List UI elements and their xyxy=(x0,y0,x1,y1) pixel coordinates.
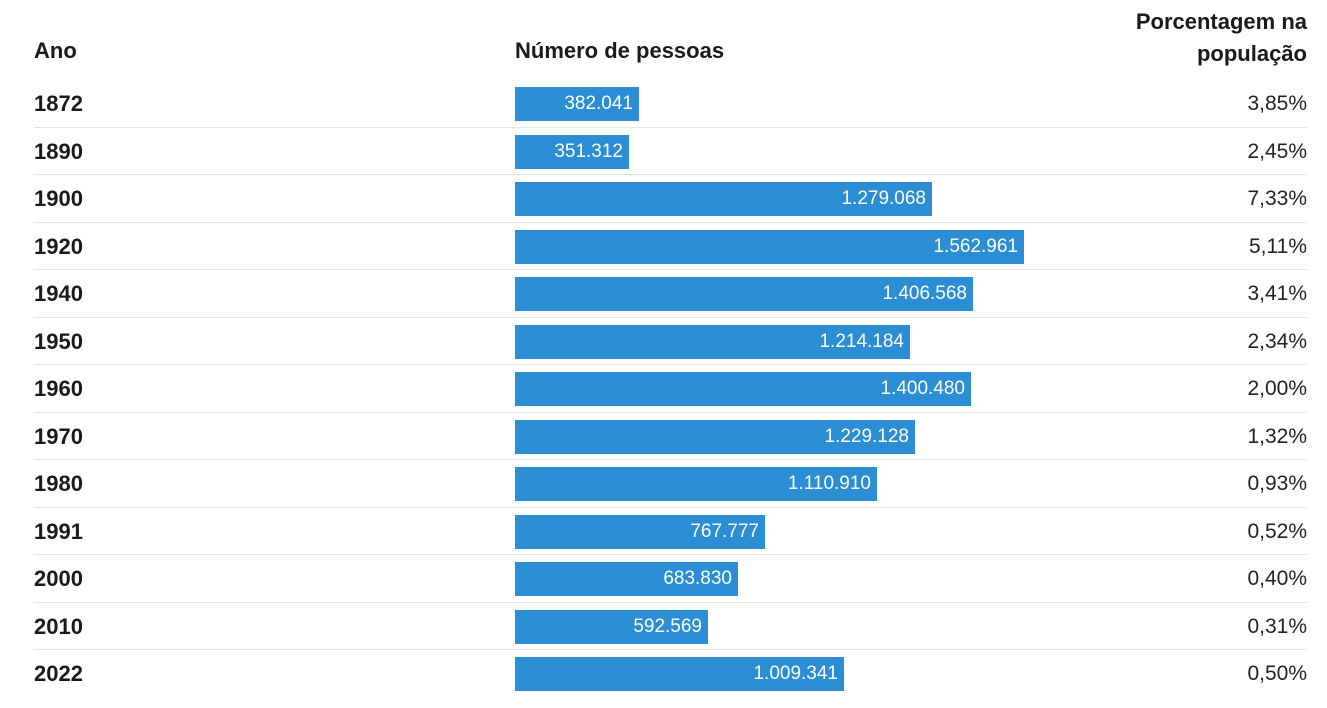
table-row: 2010 592.569 0,31% xyxy=(0,603,1327,650)
bar: 351.312 xyxy=(515,134,629,169)
bar-value-label: 1.214.184 xyxy=(819,330,904,352)
bar: 382.041 xyxy=(515,87,639,121)
row-divider xyxy=(34,506,1307,508)
percentage-value: 2,00% xyxy=(1247,377,1307,400)
row-divider xyxy=(34,554,1307,555)
row-divider xyxy=(34,364,1307,365)
year-label: 1980 xyxy=(34,471,83,496)
table-row: 1920 1.562.961 5,11% xyxy=(0,223,1327,270)
bar-value-label: 1.229.128 xyxy=(824,425,909,447)
bar-value-label: 382.041 xyxy=(564,93,633,114)
bar-value-label: 1.009.341 xyxy=(753,663,838,684)
percentage-value: 2,34% xyxy=(1247,329,1307,353)
percentage-value: 0,31% xyxy=(1247,614,1307,638)
bar-value-label: 592.569 xyxy=(633,615,702,637)
bar-value-label: 351.312 xyxy=(554,140,623,162)
year-label: 2022 xyxy=(34,661,83,686)
percentage-value: 2,45% xyxy=(1247,139,1307,163)
column-header-percentage: Porcentagem na população xyxy=(1047,6,1307,70)
year-label: 1970 xyxy=(34,423,83,449)
bar: 767.777 xyxy=(515,514,765,549)
table-row: 1940 1.406.568 3,41% xyxy=(0,270,1327,318)
year-label: 1991 xyxy=(34,518,83,544)
table-row: 1890 351.312 2,45% xyxy=(0,128,1327,175)
percentage-value: 0,93% xyxy=(1247,472,1307,495)
column-header-percentage-line1: Porcentagem na xyxy=(1135,9,1307,34)
bar-value-label: 1.279.068 xyxy=(841,188,926,209)
bar: 1.214.184 xyxy=(515,324,910,359)
year-label: 1872 xyxy=(34,91,83,116)
percentage-value: 5,11% xyxy=(1249,234,1307,258)
bar: 1.009.341 xyxy=(515,657,844,691)
table-row: 1970 1.229.128 1,32% xyxy=(0,413,1327,460)
table-row: 1900 1.279.068 7,33% xyxy=(0,175,1327,223)
bar: 1.229.128 xyxy=(515,419,915,454)
bar-value-label: 1.562.961 xyxy=(933,235,1018,257)
bar: 592.569 xyxy=(515,609,708,644)
year-label: 1960 xyxy=(34,376,83,401)
bar: 683.830 xyxy=(515,562,738,596)
percentage-value: 7,33% xyxy=(1247,187,1307,210)
bar: 1.110.910 xyxy=(515,467,877,501)
year-label: 1890 xyxy=(34,138,83,164)
bar: 1.400.480 xyxy=(515,372,971,406)
year-label: 1950 xyxy=(34,328,83,354)
table-row: 1960 1.400.480 2,00% xyxy=(0,365,1327,413)
bar-value-label: 1.110.910 xyxy=(787,473,871,494)
year-label: 1900 xyxy=(34,186,83,211)
bar-value-label: 1.406.568 xyxy=(882,283,967,304)
table-row: 2000 683.830 0,40% xyxy=(0,555,1327,603)
table-row: 2022 1.009.341 0,50% xyxy=(0,650,1327,698)
percentage-value: 3,85% xyxy=(1247,92,1307,115)
percentage-value: 0,40% xyxy=(1247,567,1307,590)
row-divider xyxy=(34,601,1307,603)
table-row: 1991 767.777 0,52% xyxy=(0,508,1327,555)
column-header-percentage-line2: população xyxy=(1196,41,1307,66)
year-label: 2000 xyxy=(34,566,83,591)
table-row: 1980 1.110.910 0,93% xyxy=(0,460,1327,508)
bar-value-label: 767.777 xyxy=(690,520,759,542)
row-divider xyxy=(34,126,1307,128)
year-label: 1940 xyxy=(34,281,83,306)
table-row: 1872 382.041 3,85% xyxy=(0,80,1327,128)
column-header-count: Número de pessoas xyxy=(515,38,725,63)
table-row: 1950 1.214.184 2,34% xyxy=(0,318,1327,365)
table-header: Ano Número de pessoas Porcentagem na pop… xyxy=(0,0,1327,80)
row-divider xyxy=(34,459,1307,460)
row-divider xyxy=(34,269,1307,270)
row-divider xyxy=(34,649,1307,650)
bar-value-label: 1.400.480 xyxy=(880,378,965,399)
row-divider xyxy=(34,411,1307,413)
bar: 1.406.568 xyxy=(515,277,973,311)
row-divider xyxy=(34,174,1307,175)
percentage-value: 3,41% xyxy=(1247,282,1307,305)
percentage-value: 1,32% xyxy=(1247,424,1307,448)
bar-value-label: 683.830 xyxy=(663,568,732,589)
column-header-year: Ano xyxy=(34,38,77,63)
row-divider xyxy=(34,221,1307,223)
bar: 1.562.961 xyxy=(515,229,1024,264)
year-label: 1920 xyxy=(34,233,83,259)
year-label: 2010 xyxy=(34,613,83,639)
percentage-value: 0,50% xyxy=(1247,662,1307,685)
percentage-value: 0,52% xyxy=(1247,519,1307,543)
row-divider xyxy=(34,316,1307,318)
bar: 1.279.068 xyxy=(515,182,932,216)
